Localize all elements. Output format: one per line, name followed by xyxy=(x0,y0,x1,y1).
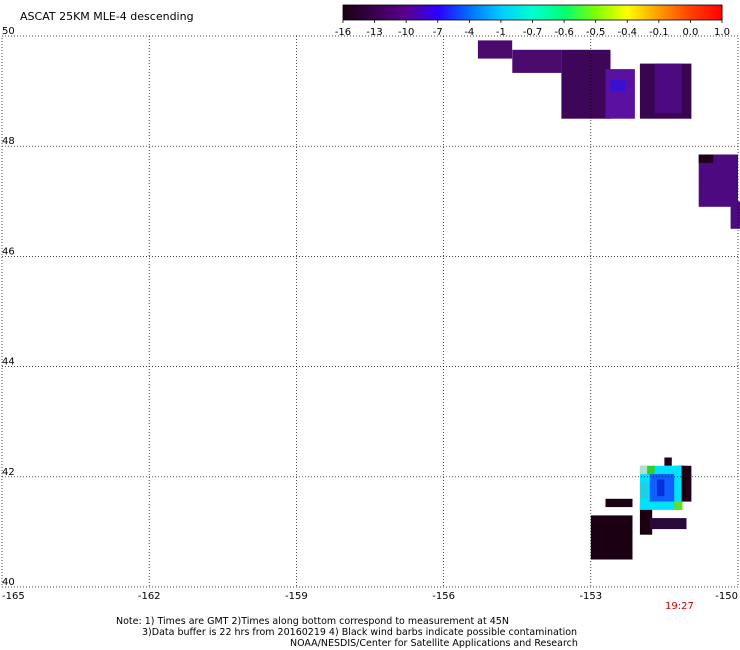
colorbar-tick-label: -0.1 xyxy=(649,27,669,38)
data-cell xyxy=(590,515,633,560)
longitude-label: -156 xyxy=(432,591,455,602)
note-line-3: NOAA/NESDIS/Center for Satellite Applica… xyxy=(290,638,578,649)
colorbar-segment xyxy=(343,5,376,20)
graticule xyxy=(2,36,738,587)
latitude-label: 40 xyxy=(2,577,15,588)
longitude-label: -153 xyxy=(579,591,602,602)
data-cell xyxy=(730,201,740,229)
colorbar-labels: -16 -13 -10 -7 -4 -1 -0.7 -0.6 -0.5 -0.4 -0.1 0.0 1.… xyxy=(335,27,730,38)
colorbar-segment xyxy=(627,5,660,20)
colorbar-segment xyxy=(532,5,565,20)
data-cell xyxy=(679,465,687,499)
colorbar-tick-label: 0.0 xyxy=(682,27,698,38)
data-cell xyxy=(649,518,687,530)
data-cell xyxy=(639,504,653,535)
data-cell xyxy=(639,482,648,499)
colorbar-tick-label: -13 xyxy=(366,27,382,38)
data-cell xyxy=(561,49,611,119)
colorbar-segment xyxy=(437,5,470,20)
data-cells xyxy=(477,40,740,560)
colorbar-segment xyxy=(374,5,407,20)
colorbar-tick-label: -10 xyxy=(398,27,414,38)
data-cell xyxy=(698,154,714,163)
colorbar-tick-label: -7 xyxy=(433,27,443,38)
data-cell xyxy=(610,80,626,92)
colorbar-segment xyxy=(658,5,691,20)
data-cell xyxy=(639,465,648,475)
colorbar-tick-label: -1 xyxy=(496,27,506,38)
note-line-1: Note: 1) Times are GMT 2)Times along bot… xyxy=(116,616,509,627)
colorbar-segment xyxy=(690,5,723,20)
data-cell xyxy=(512,49,562,73)
latitude-label: 46 xyxy=(2,246,15,257)
data-cell xyxy=(654,63,682,114)
colorbar-segment xyxy=(500,5,533,20)
colorbar-segment xyxy=(595,5,628,20)
latitude-label: 48 xyxy=(2,136,15,147)
data-cell xyxy=(477,40,513,59)
colorbar-tick-label: -0.6 xyxy=(554,27,574,38)
map-title: ASCAT 25KM MLE-4 descending xyxy=(20,10,194,23)
map-frame xyxy=(1,35,739,588)
colorbar-tick-label: -4 xyxy=(464,27,474,38)
latitude-label: 44 xyxy=(2,357,15,368)
latitude-label: 42 xyxy=(2,467,15,478)
longitude-labels: -165 -162 -159 -156 -153 -150 xyxy=(2,591,738,602)
data-cell xyxy=(698,154,738,207)
data-cell xyxy=(664,457,672,466)
latitude-label: 50 xyxy=(2,26,15,37)
colorbar-segment xyxy=(564,5,597,20)
colorbar-segment xyxy=(406,5,439,20)
colorbar-tick-label: -0.7 xyxy=(523,27,543,38)
longitude-label: -150 xyxy=(715,591,738,602)
data-cell xyxy=(605,69,635,119)
colorbar-segment xyxy=(469,5,502,20)
longitude-label: -165 xyxy=(2,591,25,602)
longitude-label: -162 xyxy=(138,591,161,602)
data-cell xyxy=(657,479,665,497)
data-cell xyxy=(674,501,683,510)
colorbar-tick-label: 1.0 xyxy=(714,27,730,38)
colorbar-tick-label: -0.4 xyxy=(617,27,637,38)
colorbar xyxy=(342,4,723,23)
data-cell xyxy=(605,498,633,508)
colorbar-tick-label: -16 xyxy=(335,27,351,38)
data-cell xyxy=(647,465,655,475)
colorbar-tick-label: -0.5 xyxy=(586,27,606,38)
time-label: 19:27 xyxy=(665,601,694,612)
latitude-labels: 50 48 46 44 42 40 xyxy=(2,26,15,588)
longitude-label: -159 xyxy=(285,591,308,602)
note-line-2: 3)Data buffer is 22 hrs from 20160219 4)… xyxy=(142,627,578,638)
